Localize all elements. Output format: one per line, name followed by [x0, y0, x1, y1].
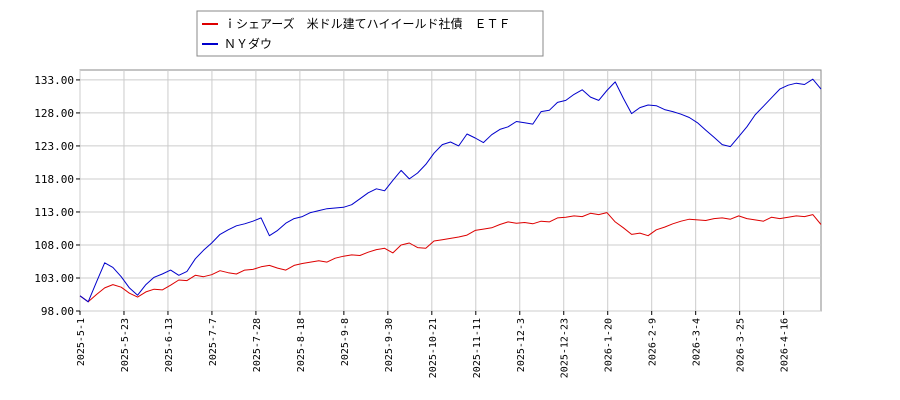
- y-tick-label: 98.00: [41, 305, 74, 318]
- grid-layer: [79, 70, 821, 312]
- x-axis: 2025-5-1 2025-5-23 2025-6-13 2025-7-7 2025-7…: [76, 311, 791, 378]
- x-tick-label: 2025-6-13: [164, 318, 175, 372]
- plot-area: [79, 69, 822, 312]
- legend-label-hy-etf: ｉシェアーズ 米ドル建てハイイールド社債 ＥＴＦ: [224, 16, 510, 31]
- y-tick-label: 118.00: [34, 173, 74, 186]
- x-tick-label: 2025-9-30: [384, 318, 395, 372]
- legend: ｉシェアーズ 米ドル建てハイイールド社債 ＥＴＦ ＮＹダウ: [196, 10, 544, 57]
- y-tick-label: 133.00: [34, 74, 74, 87]
- series-line-ny-dow: [79, 78, 822, 303]
- x-tick-label: 2026-4-16: [780, 318, 791, 372]
- y-tick-label: 123.00: [34, 140, 74, 153]
- legend-box: [196, 10, 544, 57]
- legend-label-ny-dow: ＮＹダウ: [224, 36, 272, 51]
- y-tick-label: 103.00: [34, 272, 74, 285]
- x-tick-label: 2026-3-25: [736, 318, 747, 372]
- x-tick-label: 2025-5-23: [120, 318, 131, 372]
- y-tick-label: 113.00: [34, 206, 74, 219]
- y-tick-label: 128.00: [34, 107, 74, 120]
- series-layer: [79, 78, 822, 303]
- x-tick-label: 2026-1-20: [604, 318, 615, 372]
- x-tick-label: 2025-8-18: [296, 318, 307, 372]
- y-axis: 98.00 103.00 108.00 113.00 118.00 123.00 128.0…: [34, 74, 80, 318]
- x-tick-label: 2026-3-4: [692, 318, 703, 366]
- x-tick-label: 2025-12-23: [560, 318, 571, 378]
- x-tick-label: 2025-7-28: [252, 318, 263, 372]
- x-tick-label: 2026-2-9: [648, 318, 659, 366]
- x-tick-label: 2025-11-11: [472, 318, 483, 378]
- x-tick-label: 2025-9-8: [340, 318, 351, 366]
- x-tick-label: 2025-5-1: [76, 318, 87, 366]
- x-tick-label: 2025-10-21: [428, 318, 439, 378]
- x-tick-label: 2025-12-3: [516, 318, 527, 372]
- x-tick-label: 2025-7-7: [208, 318, 219, 366]
- y-tick-label: 108.00: [34, 239, 74, 252]
- series-line-hy-etf: [79, 212, 822, 303]
